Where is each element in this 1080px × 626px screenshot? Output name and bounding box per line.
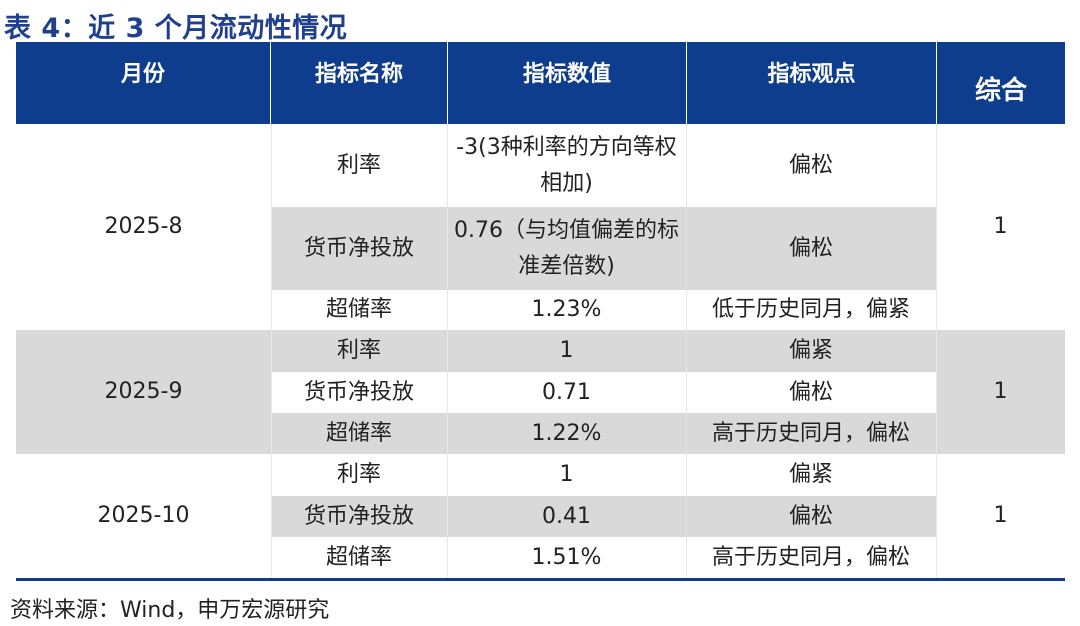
header-month: 月份 — [16, 42, 270, 124]
indicator-name-cell: 货币净投放 — [303, 503, 414, 529]
source-note: 资料来源：Wind，申万宏源研究 — [10, 598, 330, 623]
indicator-value-cell: 0.71 — [542, 379, 591, 405]
indicator-name-cell: 利率 — [336, 462, 381, 487]
header-indicator-value: 指标数值 — [448, 42, 686, 124]
composite-cell: 1 — [993, 214, 1008, 239]
indicator-name-cell: 货币净投放 — [303, 235, 414, 261]
composite-cell: 1 — [993, 379, 1008, 404]
indicator-value-cell: -3(3种利率的方向等权相加) — [456, 134, 677, 196]
indicator-name-cell: 超储率 — [325, 297, 392, 322]
month-cell: 2025-10 — [97, 503, 190, 528]
indicator-value-cell: 1 — [559, 462, 574, 487]
indicator-value-cell: 1.23% — [531, 297, 602, 322]
table-bottom-rule — [16, 578, 1065, 581]
composite-cell: 1 — [993, 503, 1008, 528]
header-indicator-name: 指标名称 — [271, 42, 447, 124]
indicator-view-cell: 低于历史同月，偏紧 — [711, 297, 910, 322]
table-title: 表 4：近 3 个月流动性情况 — [4, 13, 348, 44]
indicator-view-cell: 高于历史同月，偏松 — [711, 544, 910, 570]
indicator-view-cell: 偏紧 — [788, 462, 833, 487]
month-cell: 2025-9 — [104, 379, 183, 404]
indicator-view-cell: 高于历史同月，偏松 — [711, 420, 910, 446]
indicator-value-cell: 1 — [559, 338, 574, 363]
indicator-name-cell: 货币净投放 — [303, 379, 414, 405]
indicator-name-cell: 超储率 — [325, 420, 392, 446]
indicator-value-cell: 1.22% — [531, 420, 602, 446]
indicator-name-cell: 利率 — [336, 338, 381, 363]
indicator-view-cell: 偏松 — [788, 235, 833, 261]
header-indicator-view: 指标观点 — [687, 42, 936, 124]
indicator-value-cell: 0.41 — [542, 503, 591, 529]
indicator-view-cell: 偏松 — [788, 379, 833, 405]
indicator-view-cell: 偏紧 — [788, 338, 833, 363]
indicator-name-cell: 利率 — [336, 152, 381, 178]
month-cell: 2025-8 — [104, 214, 183, 239]
indicator-name-cell: 超储率 — [325, 544, 392, 570]
indicator-value-cell: 1.51% — [531, 544, 602, 570]
indicator-view-cell: 偏松 — [788, 152, 833, 178]
indicator-view-cell: 偏松 — [788, 503, 833, 529]
table-header: 月份 指标名称 指标数值 指标观点 综合 — [16, 42, 1065, 124]
header-composite: 综合 — [937, 42, 1065, 124]
indicator-value-cell: 0.76（与均值偏差的标准差倍数) — [454, 217, 679, 279]
